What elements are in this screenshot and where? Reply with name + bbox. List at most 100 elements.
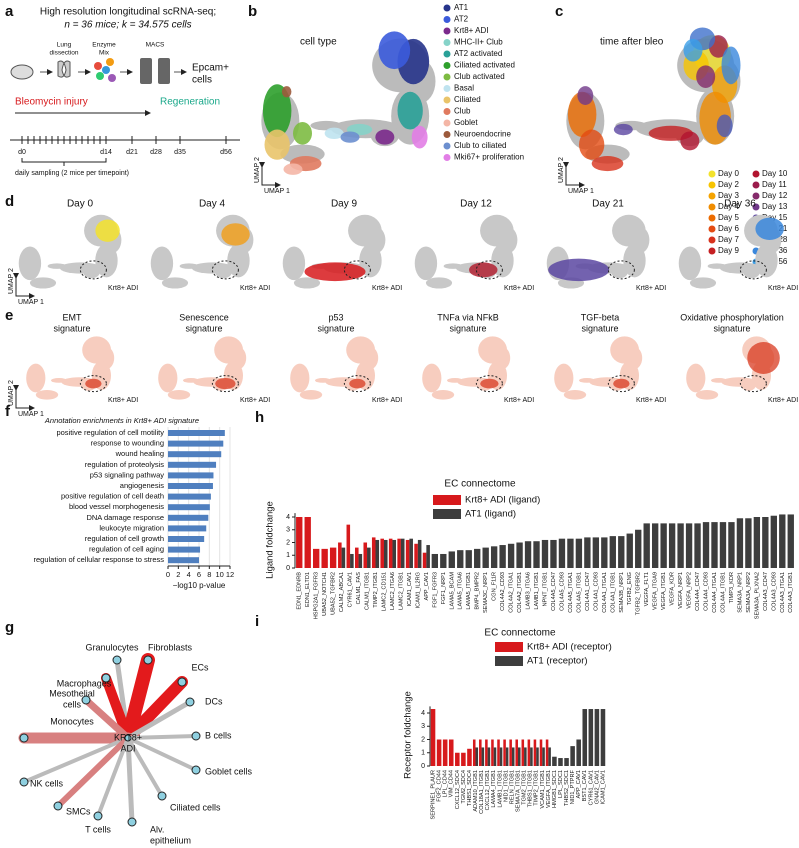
bar: [371, 537, 376, 568]
network-node: [53, 801, 63, 811]
category-label: COL4A3_CD93: [771, 572, 777, 611]
category-label: GNAI2_CAV1: [594, 770, 600, 804]
panel-title: TGF-beta: [581, 312, 620, 322]
category-label: LAMB1_ITGB1: [534, 572, 540, 610]
cluster: [215, 378, 236, 390]
adi-annotation: Krt8+ ADI: [240, 285, 270, 292]
adi-annotation: Krt8+ ADI: [108, 285, 138, 292]
adi-outline: [739, 260, 767, 280]
umap-axis-label: UMAP 1: [264, 188, 290, 195]
bar: [570, 746, 575, 766]
cluster: [340, 131, 360, 143]
bar: [409, 538, 413, 568]
bar: [499, 747, 503, 766]
network-edge: [82, 696, 132, 742]
cluster: [548, 258, 610, 282]
bar: [651, 523, 659, 568]
bar: [168, 493, 211, 500]
panel-letter: e: [5, 307, 13, 324]
cluster: [95, 219, 120, 242]
umap-axes: [13, 385, 35, 411]
category-label: positive regulation of cell motility: [56, 428, 164, 437]
adi-outline: [475, 260, 503, 280]
category-label: COL4A4_CD93: [704, 572, 710, 611]
legend-label: Day 11: [762, 180, 787, 189]
category-label: ICAM1_IL2RG: [415, 572, 421, 608]
network-node: [177, 677, 187, 687]
cluster: [304, 262, 366, 282]
bar: [442, 739, 448, 766]
legend-marker: [752, 170, 760, 178]
category-label: CYR61_CAV1: [588, 770, 594, 805]
category-label: regulation of cell aging: [89, 545, 164, 554]
bar: [304, 517, 311, 568]
category-label: NID1_PTPRF: [570, 769, 576, 804]
legend-label: Krt8+ ADI: [454, 26, 488, 35]
bar: [481, 747, 485, 766]
bar: [542, 747, 545, 766]
cluster: [721, 46, 741, 85]
bar: [548, 747, 551, 766]
category-label: CXCL12_ITGB1: [485, 770, 491, 810]
node-label: Macrophages: [57, 678, 112, 688]
legend-label: AT2: [454, 15, 469, 24]
bar: [762, 517, 769, 568]
cluster: [577, 86, 594, 105]
bar: [541, 539, 549, 568]
y-tick-label: 0: [286, 565, 290, 572]
cluster: [755, 217, 784, 240]
category-label: TGM2_ITGB1: [522, 770, 528, 805]
legend-marker: [752, 181, 760, 189]
network-node: [19, 733, 29, 743]
timeline-label: d35: [174, 149, 186, 156]
panel-title: Day 12: [460, 199, 492, 210]
umap-axes: [563, 162, 585, 188]
umap-axis-label: UMAP 2: [8, 268, 15, 294]
panel-letter: c: [555, 3, 563, 20]
category-label: CXCL12_SDC4: [455, 770, 461, 809]
bar: [497, 739, 500, 766]
node-label: NK cells: [30, 778, 64, 788]
step-label: dissection: [50, 50, 79, 57]
legend-label: AT1 (receptor): [527, 656, 588, 667]
step-label: Mix: [99, 50, 110, 57]
umap-axes: [13, 273, 35, 299]
y-tick-label: 1: [421, 750, 425, 757]
bar: [660, 523, 667, 568]
panel-title: Day 0: [67, 199, 94, 210]
bar: [397, 538, 401, 568]
panel-letter: d: [5, 193, 14, 210]
legend-marker: [443, 62, 451, 69]
legend-marker: [708, 225, 716, 233]
bar: [168, 504, 210, 511]
category-label: blood vessel morphogenesis: [69, 502, 164, 511]
adi-outline: [211, 260, 239, 280]
y-tick-label: 4: [421, 710, 425, 717]
bar: [422, 552, 427, 568]
category-label: TIMP2_ITGB1: [534, 770, 540, 806]
bar: [536, 747, 539, 766]
category-label: COL4A1_ITGA1: [602, 572, 608, 613]
umap-axis-label: UMAP 2: [558, 157, 565, 183]
bar: [552, 756, 557, 766]
legend-label: AT2 activated: [454, 49, 502, 58]
umap-embedding: [414, 214, 518, 289]
legend-marker: [708, 170, 716, 178]
category-label: VIM_CD44: [449, 770, 455, 797]
umap-axis-label: UMAP 1: [18, 299, 44, 306]
category-label: COL4A5_CD93: [559, 572, 565, 611]
legend-label: Krt8+ ADI (ligand): [465, 495, 540, 506]
panel-title: High resolution longitudinal scRNA-seq;: [40, 7, 216, 18]
adi-annotation: Krt8+ ADI: [636, 285, 666, 292]
adi-annotation: Krt8+ ADI: [372, 285, 402, 292]
bar: [518, 747, 521, 766]
category-label: TGFB2_TGFBR2: [636, 572, 642, 615]
bar: [461, 752, 466, 766]
adi-outline: [343, 260, 371, 280]
node-label: ECs: [191, 662, 209, 672]
bar: [430, 709, 436, 766]
network-edge: [126, 734, 198, 740]
legend-label: Day 15: [762, 213, 788, 222]
step-label: Enzyme: [92, 42, 116, 49]
timeline-label: d21: [126, 149, 138, 156]
